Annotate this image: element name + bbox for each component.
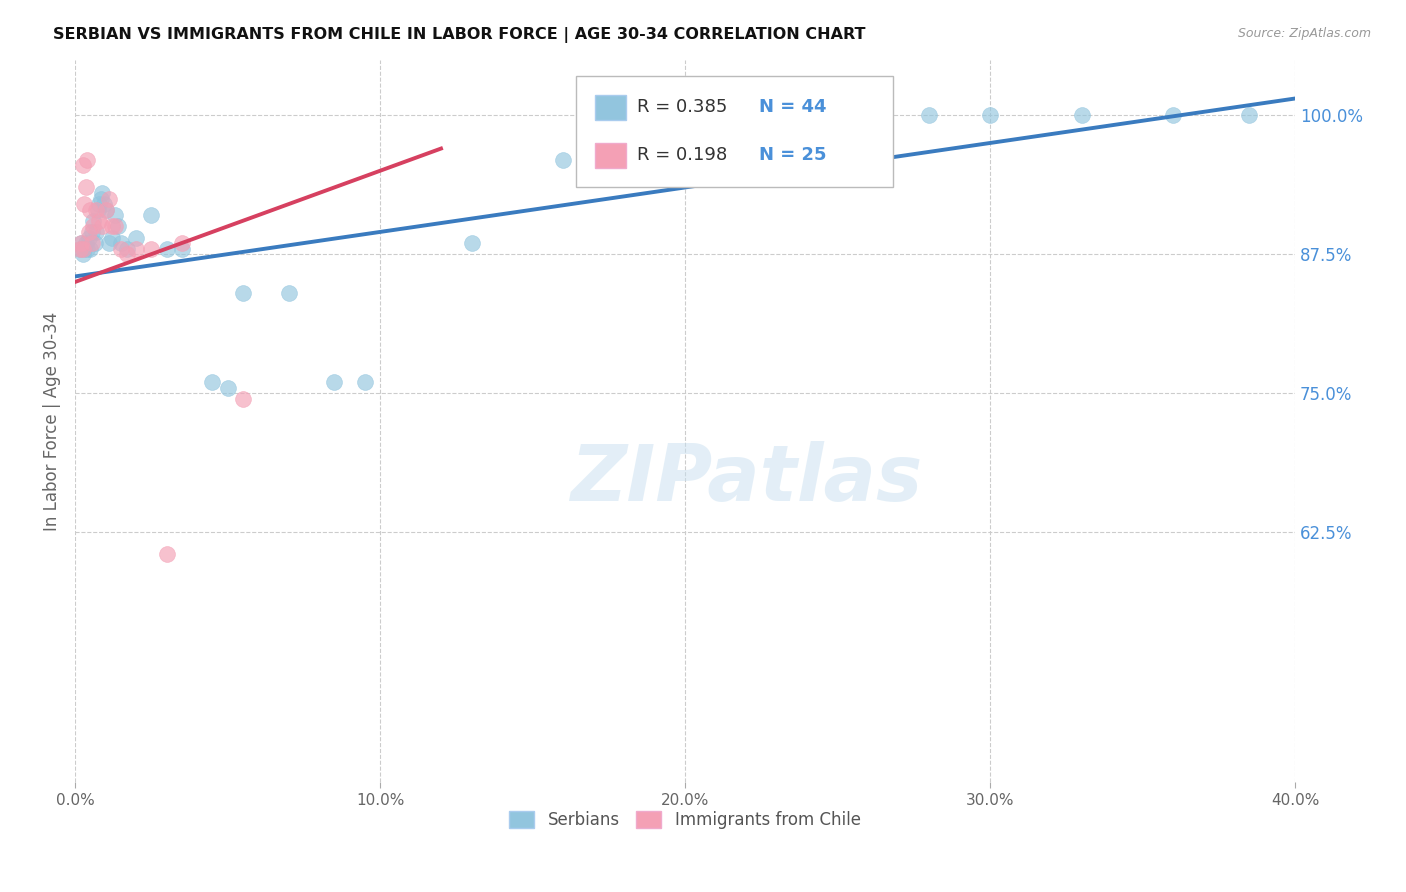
Point: [1070, 108, 1092, 122]
Point: [100, 219, 122, 234]
Point: [735, 108, 758, 122]
Point: [979, 108, 1001, 122]
Point: [89, 214, 111, 228]
Point: [75, 235, 97, 250]
Point: [75, 180, 97, 194]
Point: [73, 242, 96, 256]
Point: [155, 242, 177, 256]
Point: [73, 197, 96, 211]
Point: [69, 242, 91, 256]
Point: [918, 108, 941, 122]
Point: [125, 242, 148, 256]
Point: [551, 153, 574, 167]
Point: [94, 202, 117, 217]
Point: [72, 158, 94, 172]
Point: [100, 230, 122, 244]
Point: [77, 230, 100, 244]
Point: [460, 235, 482, 250]
Point: [110, 235, 132, 250]
Point: [80, 235, 103, 250]
Point: [72, 247, 94, 261]
Point: [82, 219, 104, 234]
Y-axis label: In Labor Force | Age 30-34: In Labor Force | Age 30-34: [44, 311, 60, 531]
Point: [72, 242, 94, 256]
Point: [155, 548, 177, 562]
Point: [79, 202, 101, 217]
Point: [87, 202, 110, 217]
Text: ZIPatlas: ZIPatlas: [569, 441, 922, 516]
Point: [70, 235, 93, 250]
Point: [115, 242, 138, 256]
Point: [89, 197, 111, 211]
Point: [827, 108, 849, 122]
Point: [70, 235, 93, 250]
Point: [80, 225, 103, 239]
Point: [104, 219, 127, 234]
Point: [76, 242, 98, 256]
Point: [232, 392, 254, 406]
Text: SERBIAN VS IMMIGRANTS FROM CHILE IN LABOR FORCE | AGE 30-34 CORRELATION CHART: SERBIAN VS IMMIGRANTS FROM CHILE IN LABO…: [53, 27, 866, 43]
Point: [90, 192, 112, 206]
Point: [86, 225, 108, 239]
Point: [110, 242, 132, 256]
Point: [91, 186, 114, 200]
Point: [93, 197, 115, 211]
Point: [217, 381, 239, 395]
Point: [141, 242, 163, 256]
Point: [86, 202, 108, 217]
Point: [232, 286, 254, 301]
Point: [673, 108, 696, 122]
Point: [170, 242, 193, 256]
Point: [125, 230, 148, 244]
Text: Source: ZipAtlas.com: Source: ZipAtlas.com: [1237, 27, 1371, 40]
Point: [277, 286, 299, 301]
Point: [82, 214, 104, 228]
Point: [141, 208, 163, 222]
Point: [83, 235, 105, 250]
Text: N = 25: N = 25: [759, 146, 827, 164]
Point: [107, 219, 129, 234]
Legend: Serbians, Immigrants from Chile: Serbians, Immigrants from Chile: [502, 804, 868, 836]
Point: [201, 375, 224, 389]
Point: [1161, 108, 1184, 122]
Point: [170, 235, 193, 250]
Text: R = 0.198: R = 0.198: [637, 146, 727, 164]
Point: [97, 192, 120, 206]
Point: [77, 225, 100, 239]
Point: [76, 153, 98, 167]
Point: [79, 242, 101, 256]
Point: [97, 235, 120, 250]
Text: N = 44: N = 44: [759, 98, 827, 116]
Point: [1239, 108, 1261, 122]
Point: [94, 202, 117, 217]
Point: [323, 375, 346, 389]
Point: [69, 242, 91, 256]
Point: [353, 375, 375, 389]
Text: R = 0.385: R = 0.385: [637, 98, 727, 116]
Point: [91, 219, 114, 234]
Point: [104, 208, 127, 222]
Point: [115, 247, 138, 261]
